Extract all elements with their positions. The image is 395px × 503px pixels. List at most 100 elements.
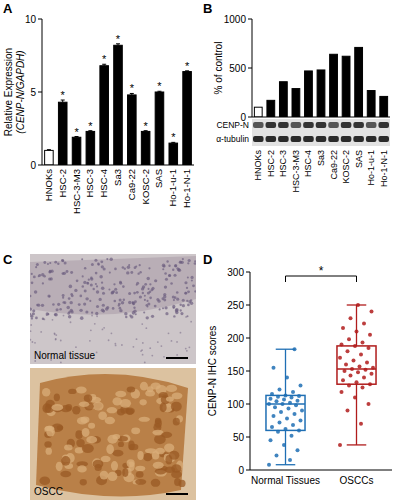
nucleus xyxy=(157,341,159,343)
y-tick xyxy=(38,165,42,166)
nucleus xyxy=(142,292,144,294)
blot-background xyxy=(252,119,390,146)
nucleus xyxy=(140,350,142,352)
nucleus xyxy=(130,271,133,274)
image-label: Normal tissue xyxy=(34,350,96,361)
bar xyxy=(317,70,325,117)
error-bar xyxy=(47,149,51,151)
cell xyxy=(115,391,126,398)
nucleus xyxy=(31,273,33,275)
nucleus xyxy=(150,288,153,291)
median xyxy=(266,403,305,405)
cell xyxy=(166,385,177,392)
whisker-low xyxy=(356,384,357,445)
nucleus xyxy=(192,284,195,287)
nucleus xyxy=(30,324,32,326)
cell xyxy=(152,451,159,459)
cell xyxy=(106,444,114,454)
point xyxy=(290,434,294,438)
nucleus xyxy=(115,291,118,294)
significance: * xyxy=(130,82,135,94)
point xyxy=(296,399,300,403)
cell xyxy=(45,426,55,431)
y-tick-label: 200 xyxy=(227,333,244,344)
nucleus xyxy=(160,345,162,347)
category-label: HSC-2 xyxy=(266,150,276,177)
blot-band xyxy=(303,122,314,128)
nucleus xyxy=(96,315,98,317)
cell xyxy=(98,411,107,420)
cell xyxy=(42,388,50,396)
blot-band xyxy=(316,122,327,128)
point xyxy=(368,382,372,386)
nucleus xyxy=(43,261,46,264)
category-label: OSCCs xyxy=(340,475,374,486)
nucleus xyxy=(96,305,99,308)
nucleus xyxy=(173,274,176,277)
blot-band xyxy=(341,122,352,128)
nucleus xyxy=(119,299,122,302)
nucleus xyxy=(128,292,131,295)
nucleus xyxy=(124,312,127,315)
nucleus xyxy=(43,318,45,320)
category-label: Ca9-22 xyxy=(329,150,339,180)
nucleus xyxy=(95,283,97,285)
nucleus xyxy=(54,333,56,335)
point xyxy=(288,401,292,405)
nucleus xyxy=(90,329,92,331)
cell xyxy=(54,393,60,401)
nucleus xyxy=(132,301,134,303)
nucleus xyxy=(151,315,154,318)
category-label: KOSC-2 xyxy=(140,169,151,204)
bar xyxy=(169,143,178,165)
cell xyxy=(51,404,63,411)
category-label: Sa3 xyxy=(316,150,326,166)
nucleus xyxy=(194,290,196,292)
whisker-cap-low xyxy=(276,464,296,465)
bar xyxy=(305,71,313,117)
y-tick-label: 150 xyxy=(227,366,244,377)
cell xyxy=(135,466,145,471)
point xyxy=(359,353,363,357)
point xyxy=(269,438,273,442)
nucleus xyxy=(54,261,57,264)
nucleus xyxy=(64,262,67,265)
nucleus xyxy=(182,304,185,307)
panel-label: C xyxy=(3,252,13,267)
nucleus xyxy=(114,268,117,271)
nucleus xyxy=(156,298,159,301)
cell xyxy=(160,403,167,413)
nucleus xyxy=(108,288,110,290)
point xyxy=(353,344,357,348)
point xyxy=(368,333,372,337)
cell xyxy=(155,419,162,428)
cell xyxy=(128,441,134,451)
scale-bar xyxy=(166,357,188,359)
nucleus xyxy=(154,305,157,308)
nucleus xyxy=(30,295,31,297)
point xyxy=(285,417,289,421)
nucleus xyxy=(174,265,176,267)
point xyxy=(269,397,273,401)
bar xyxy=(86,131,95,165)
normal-tissue-image xyxy=(30,254,196,364)
y-axis-label: Relative Expression xyxy=(3,48,14,136)
category-label: HSC-3 xyxy=(278,150,288,177)
box xyxy=(266,395,305,430)
x-axis xyxy=(252,117,390,118)
nucleus xyxy=(124,268,126,270)
x-axis xyxy=(42,165,194,166)
point xyxy=(284,393,288,397)
category-label: KOSC-2 xyxy=(341,150,351,184)
nucleus xyxy=(176,291,179,294)
nucleus xyxy=(49,270,52,273)
significance: * xyxy=(74,126,79,138)
bar xyxy=(45,150,54,165)
cell xyxy=(171,402,182,412)
significance: * xyxy=(61,89,66,101)
blot-band xyxy=(278,136,289,142)
nucleus xyxy=(194,262,196,265)
nucleus xyxy=(114,343,116,345)
nucleus xyxy=(55,339,57,341)
oscc-image xyxy=(30,368,196,500)
